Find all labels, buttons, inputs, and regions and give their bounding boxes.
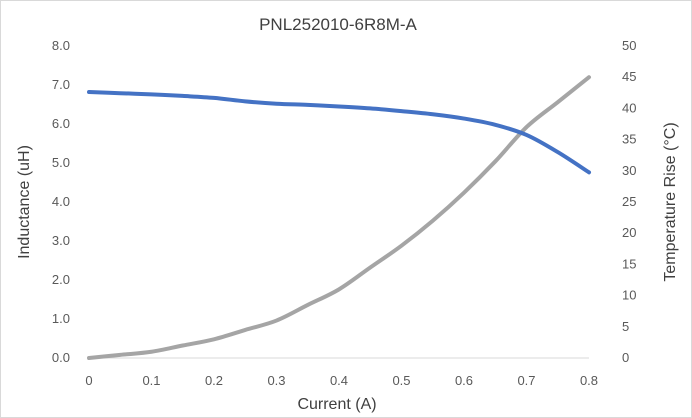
y-tick-label: 2.0 (52, 272, 70, 287)
series-layer (87, 75, 591, 360)
y2-tick-label: 15 (622, 256, 636, 271)
y2-tick-labels: 0 5 10 15 20 25 30 35 40 45 50 (622, 38, 636, 365)
x-axis-title: Current (A) (297, 396, 376, 413)
y2-tick-label: 50 (622, 38, 636, 53)
y2-axis-title: Temperature Rise (°C) (662, 122, 679, 281)
y2-tick-label: 25 (622, 194, 636, 209)
y-tick-label: 4.0 (52, 194, 70, 209)
y2-tick-label: 45 (622, 69, 636, 84)
y-tick-label: 0.0 (52, 350, 70, 365)
temperature-rise-line (87, 75, 591, 360)
y2-tick-label: 0 (622, 350, 629, 365)
y2-tick-label: 10 (622, 288, 636, 303)
x-tick-label: 0.5 (392, 373, 410, 388)
x-tick-label: 0.2 (205, 373, 223, 388)
x-tick-label: 0 (85, 373, 92, 388)
y-tick-label: 8.0 (52, 38, 70, 53)
x-tick-label: 0.8 (580, 373, 598, 388)
x-tick-label: 0.3 (267, 373, 285, 388)
x-tick-label: 0.1 (142, 373, 160, 388)
y2-tick-label: 20 (622, 225, 636, 240)
y-tick-label: 7.0 (52, 77, 70, 92)
y-tick-label: 3.0 (52, 233, 70, 248)
chart-title: PNL252010-6R8M-A (259, 15, 417, 34)
y2-tick-label: 5 (622, 319, 629, 334)
y-tick-label: 6.0 (52, 116, 70, 131)
inductance-line (87, 90, 591, 175)
x-tick-label: 0.6 (455, 373, 473, 388)
x-tick-label: 0.4 (330, 373, 348, 388)
y-tick-label: 1.0 (52, 311, 70, 326)
y-axis-title: Inductance (uH) (16, 145, 33, 259)
y2-tick-label: 35 (622, 132, 636, 147)
y-tick-labels: 0.0 1.0 2.0 3.0 4.0 5.0 6.0 7.0 8.0 (52, 38, 70, 365)
x-tick-label: 0.7 (517, 373, 535, 388)
x-tick-labels: 0 0.1 0.2 0.3 0.4 0.5 0.6 0.7 0.8 (85, 373, 598, 388)
y2-tick-label: 30 (622, 163, 636, 178)
y-tick-label: 5.0 (52, 155, 70, 170)
y2-tick-label: 40 (622, 100, 636, 115)
